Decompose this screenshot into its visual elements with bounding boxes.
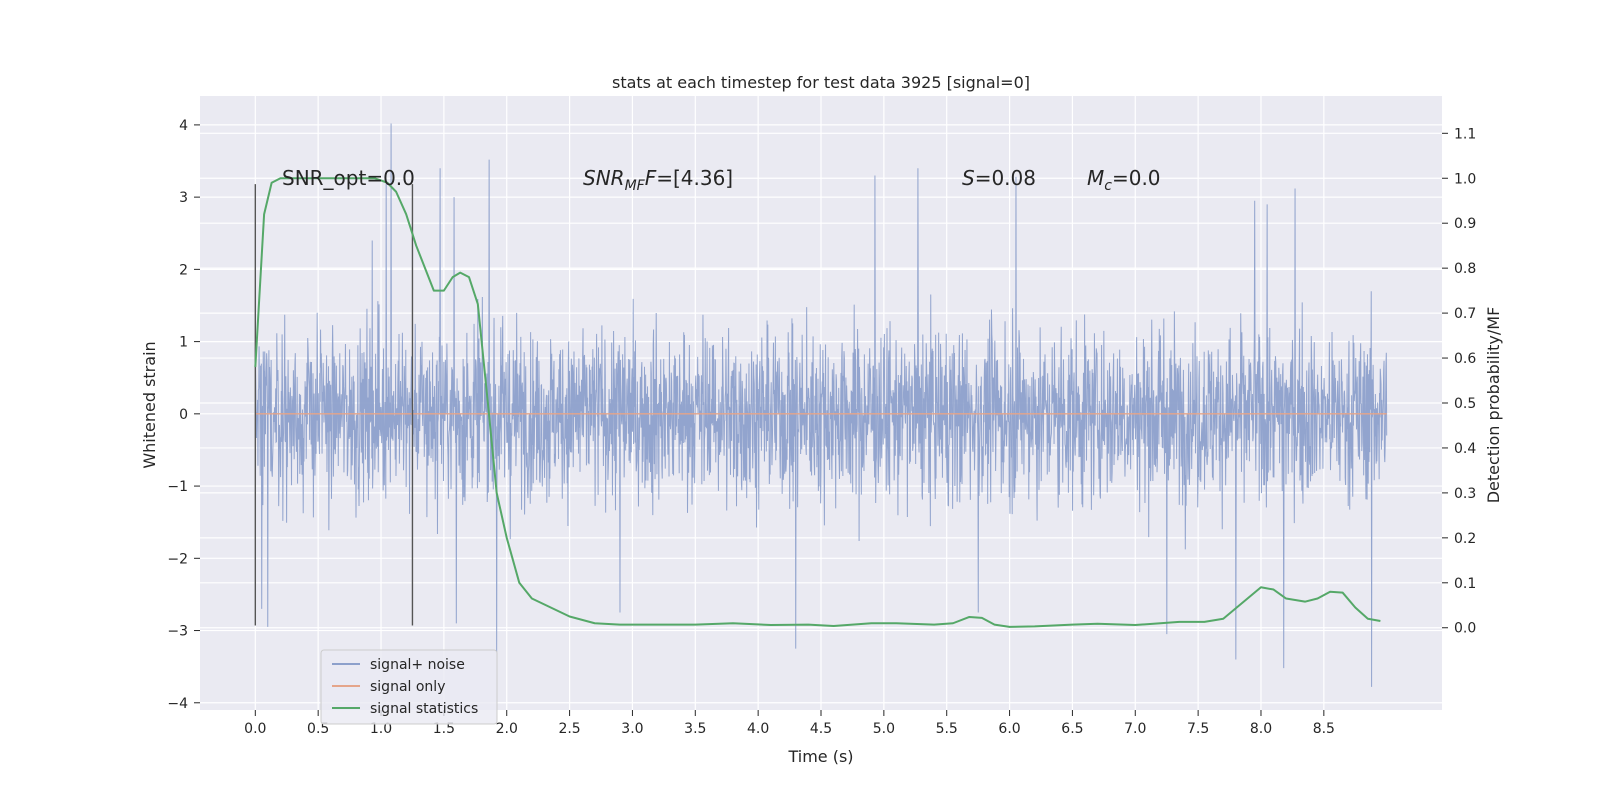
x-tick-label-2: 1.0 <box>370 721 392 737</box>
y-tick-label-5: −1 <box>167 479 188 495</box>
annotation-s-main: S <box>962 166 975 190</box>
x-tick-label-0: 0.0 <box>244 721 266 737</box>
x-tick-label-13: 6.5 <box>1061 721 1083 737</box>
annotation-s-rest: =0.08 <box>975 166 1036 190</box>
annotation-s: S=0.08 <box>962 166 1036 190</box>
y-axis-label: Whitened strain <box>140 341 159 468</box>
chart-title: stats at each timestep for test data 392… <box>612 73 1030 92</box>
y-tick-label-4: 0 <box>179 407 188 423</box>
x-tick-label-4: 2.0 <box>496 721 518 737</box>
y-tick-label-0: 4 <box>179 118 188 134</box>
y-axis-ticks: 4 3 2 1 0 −1 −2 −3 −4 <box>167 118 200 712</box>
annotation-mc-rest: =0.0 <box>1112 166 1161 190</box>
x-tick-label-15: 7.5 <box>1187 721 1209 737</box>
y2-tick-label-1: 1.0 <box>1454 171 1476 187</box>
x-tick-label-10: 5.0 <box>873 721 895 737</box>
x-tick-label-5: 2.5 <box>558 721 580 737</box>
x-axis-label: Time (s) <box>787 747 853 766</box>
x-axis-ticks: 0.0 0.5 1.0 1.5 2.0 2.5 3.0 3.5 4.0 4.5 5.0 5.5 6.0 6… <box>244 710 1335 737</box>
x-tick-label-8: 4.0 <box>747 721 769 737</box>
annotation-snr-opt: SNR_opt=0.0 <box>282 166 415 190</box>
y2-tick-label-10: 0.1 <box>1454 576 1476 592</box>
legend-label-signal-noise: signal+ noise <box>370 657 465 673</box>
annotation-mc-sub: c <box>1104 178 1112 194</box>
x-tick-label-3: 1.5 <box>433 721 455 737</box>
x-tick-label-9: 4.5 <box>810 721 832 737</box>
signal-noise-line <box>254 123 1388 687</box>
annotation-snr-mf: SNRMFF=[4.36] <box>583 166 733 194</box>
x-tick-label-16: 8.0 <box>1250 721 1272 737</box>
legend-box <box>320 649 498 725</box>
annotation-snr-mf-sub: MF <box>625 178 646 194</box>
y2-tick-label-3: 0.8 <box>1454 261 1476 277</box>
y-tick-label-6: −2 <box>167 551 188 567</box>
legend-label-signal-only: signal only <box>370 679 445 695</box>
y2-axis-ticks: 1.1 1.0 0.9 0.8 0.7 0.6 0.5 0.4 0.3 0.2 0.1 0.0 <box>1442 126 1476 637</box>
y-tick-label-1: 3 <box>179 190 188 206</box>
y2-tick-label-0: 1.1 <box>1454 126 1476 142</box>
y2-tick-label-4: 0.7 <box>1454 306 1476 322</box>
x-tick-label-17: 8.5 <box>1313 721 1335 737</box>
x-tick-label-14: 7.0 <box>1124 721 1146 737</box>
y-tick-label-2: 2 <box>179 262 188 278</box>
signal-statistics-line <box>254 177 1381 628</box>
series-signal-statistics <box>254 177 1381 628</box>
y2-tick-label-5: 0.6 <box>1454 351 1476 367</box>
x-tick-label-11: 5.5 <box>936 721 958 737</box>
legend-label-signal-statistics: signal statistics <box>370 701 478 717</box>
y-tick-label-8: −4 <box>167 696 188 712</box>
annotation-mc-main: M <box>1087 166 1104 190</box>
legend: signal+ noise signal only signal statist… <box>320 649 498 725</box>
series-signal-noise <box>254 123 1388 687</box>
y2-tick-label-8: 0.3 <box>1454 486 1476 502</box>
annotation-snr-mf-tail: F <box>645 166 657 190</box>
y2-tick-label-9: 0.2 <box>1454 531 1476 547</box>
x-tick-label-1: 0.5 <box>307 721 329 737</box>
x-tick-label-6: 3.0 <box>621 721 643 737</box>
y2-tick-label-7: 0.4 <box>1454 441 1476 457</box>
y2-axis-label: Detection probability/MF <box>1484 307 1503 504</box>
y-tick-label-3: 1 <box>179 335 188 351</box>
annotation-snr-mf-main: SNR <box>583 166 625 190</box>
y2-tick-label-11: 0.0 <box>1454 621 1476 637</box>
y2-tick-label-2: 0.9 <box>1454 216 1476 232</box>
annotation-mc: Mc=0.0 <box>1087 166 1161 194</box>
x-tick-label-12: 6.0 <box>998 721 1020 737</box>
x-tick-label-7: 3.5 <box>684 721 706 737</box>
y-tick-label-7: −3 <box>167 624 188 640</box>
y2-tick-label-6: 0.5 <box>1454 396 1476 412</box>
annotation-snr-mf-rest: =[4.36] <box>656 166 733 190</box>
vertical-markers <box>254 184 414 626</box>
